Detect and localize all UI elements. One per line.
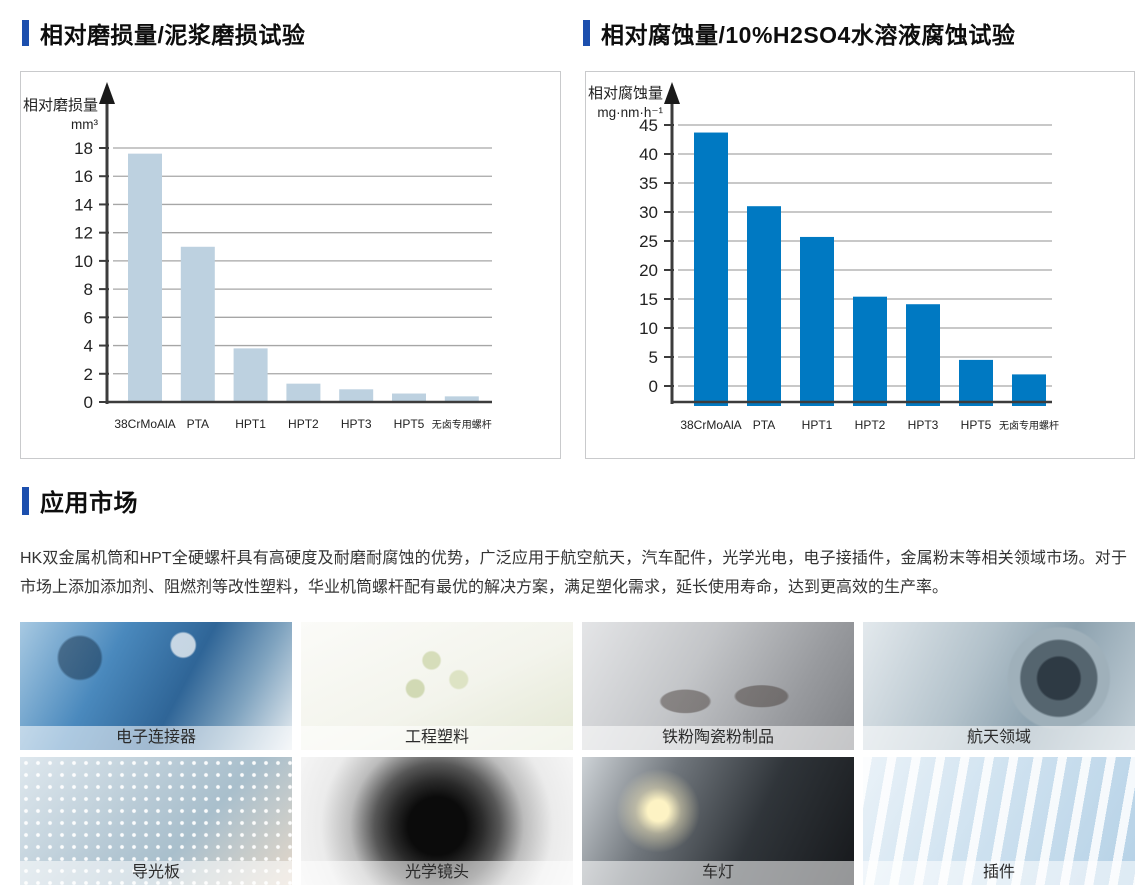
y-tick-label: 6 xyxy=(84,308,93,327)
x-category-label: PTA xyxy=(753,418,775,432)
y-axis-title: 相对腐蚀量 xyxy=(588,84,663,102)
bar-38CrMoAlA xyxy=(694,132,728,406)
x-category-label: 无卤专用螺杆 xyxy=(432,418,492,431)
y-tick-label: 45 xyxy=(639,116,658,135)
y-tick-label: 35 xyxy=(639,174,658,193)
x-category-label: HPT5 xyxy=(961,418,992,432)
y-tick-label: 4 xyxy=(84,337,93,356)
x-category-label: HPT1 xyxy=(235,417,266,431)
application-tile-caption: 航天领域 xyxy=(863,726,1135,750)
wear-chart-panel: 0 2 4 6 8 10 12 14 16 18 相对磨损量 mm³ 38CrMoAlA PTA HPT1 H… xyxy=(20,71,561,459)
application-tile-caption: 插件 xyxy=(863,861,1135,885)
y-tick-label: 5 xyxy=(649,348,658,367)
title-accent-bar xyxy=(583,20,590,46)
y-axis-unit: mg·nm·h⁻¹ xyxy=(597,105,663,120)
x-category-label: HPT1 xyxy=(802,418,833,432)
y-tick-label: 16 xyxy=(74,167,93,186)
y-tick-label: 18 xyxy=(74,139,93,158)
bar-HPT1 xyxy=(800,236,834,406)
y-tick-label: 10 xyxy=(639,319,658,338)
wear-chart-title: 相对磨损量/泥浆磨损试验 xyxy=(22,16,305,50)
application-tile-plastic-pellets: 工程塑料 xyxy=(301,622,573,750)
x-category-label: HPT3 xyxy=(341,417,372,431)
y-axis-arrow-icon xyxy=(99,82,115,104)
y-axis-unit: mm³ xyxy=(71,117,98,132)
application-tile-caption: 光学镜头 xyxy=(301,861,573,885)
y-axis-title: 相对磨损量 xyxy=(23,97,98,114)
y-tick-label: 15 xyxy=(639,290,658,309)
x-category-label: HPT2 xyxy=(288,417,319,431)
y-tick-label: 0 xyxy=(649,377,658,396)
corrosion-chart-title: 相对腐蚀量/10%H2SO4水溶液腐蚀试验 xyxy=(583,16,1015,50)
bar-无卤专用螺杆 xyxy=(444,396,479,402)
y-tick-label: 2 xyxy=(84,365,93,384)
y-tick-label: 25 xyxy=(639,232,658,251)
applications-title-text: 应用市场 xyxy=(40,490,138,517)
corrosion-bar-chart: 0 5 10 15 20 25 30 35 40 45 相对腐蚀量 mg·nm·h⁻¹ 38CrMoAl… xyxy=(588,82,1059,432)
y-tick-label: 8 xyxy=(84,280,93,299)
y-tick-label: 10 xyxy=(74,252,93,271)
bar-HPT5 xyxy=(959,359,993,406)
application-tile-caption: 车灯 xyxy=(582,861,854,885)
bar-PTA xyxy=(180,246,215,402)
corrosion-chart-panel: 0 5 10 15 20 25 30 35 40 45 相对腐蚀量 mg·nm·h⁻¹ 38CrMoAl… xyxy=(585,71,1135,459)
application-tile-caption: 工程塑料 xyxy=(301,726,573,750)
applications-section-title: 应用市场 xyxy=(22,483,138,518)
wear-chart-title-text: 相对磨损量/泥浆磨损试验 xyxy=(40,22,306,48)
y-tick-label: 30 xyxy=(639,203,658,222)
bar-无卤专用螺杆 xyxy=(1012,374,1046,406)
application-tile-camera-lens: 光学镜头 xyxy=(301,757,573,885)
application-tile-caption: 导光板 xyxy=(20,861,292,885)
x-category-label: PTA xyxy=(187,417,209,431)
application-tile-connector: 插件 xyxy=(863,757,1135,885)
corrosion-chart-title-text: 相对腐蚀量/10%H2SO4水溶液腐蚀试验 xyxy=(601,22,1016,48)
x-category-label: HPT5 xyxy=(394,417,425,431)
application-tile-caption: 电子连接器 xyxy=(20,726,292,750)
bar-HPT3 xyxy=(339,389,374,402)
title-accent-bar xyxy=(22,486,29,515)
application-tile-caption: 铁粉陶瓷粉制品 xyxy=(582,726,854,750)
x-category-label: 38CrMoAlA xyxy=(680,418,741,432)
application-tile-circuit-board: 电子连接器 xyxy=(20,622,292,750)
application-tile-glasses: 铁粉陶瓷粉制品 xyxy=(582,622,854,750)
application-tile-light-guide-plate: 导光板 xyxy=(20,757,292,885)
application-tile-car-headlight: 车灯 xyxy=(582,757,854,885)
y-tick-label: 40 xyxy=(639,145,658,164)
x-category-label: 38CrMoAlA xyxy=(114,417,175,431)
bar-HPT3 xyxy=(906,304,940,406)
bar-HPT1 xyxy=(233,348,268,402)
applications-image-grid: 电子连接器 工程塑料 铁粉陶瓷粉制品 航天领域导光板 光学镜头 车灯 插件 xyxy=(20,622,1135,885)
x-category-label: 无卤专用螺杆 xyxy=(999,419,1059,432)
x-category-label: HPT3 xyxy=(908,418,939,432)
y-tick-label: 20 xyxy=(639,261,658,280)
y-tick-label: 12 xyxy=(74,224,93,243)
bar-HPT2 xyxy=(286,383,321,402)
applications-paragraph: HK双金属机筒和HPT全硬螺杆具有高硬度及耐磨耐腐蚀的优势，广泛应用于航空航天，… xyxy=(20,550,1127,596)
y-axis-arrow-icon xyxy=(664,82,680,104)
application-tile-jet-engine: 航天领域 xyxy=(863,622,1135,750)
bar-PTA xyxy=(747,206,781,406)
bar-HPT2 xyxy=(853,296,887,406)
x-category-label: HPT2 xyxy=(855,418,886,432)
y-tick-label: 0 xyxy=(84,393,93,412)
bar-HPT5 xyxy=(392,393,426,402)
bar-38CrMoAlA xyxy=(128,153,162,402)
y-tick-label: 14 xyxy=(74,195,93,214)
title-accent-bar xyxy=(22,20,29,46)
wear-bar-chart: 0 2 4 6 8 10 12 14 16 18 相对磨损量 mm³ 38CrMoAlA PTA HPT1 H… xyxy=(23,82,492,431)
